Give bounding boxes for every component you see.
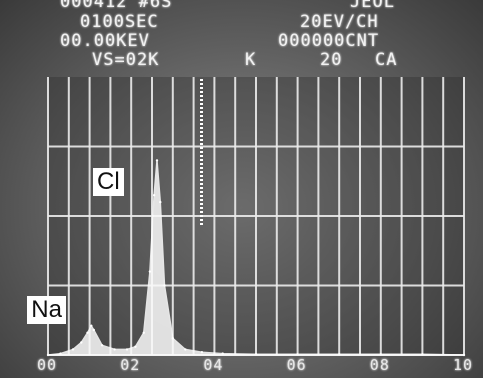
spectrum-point [171,337,174,340]
header-cursor-energy: 00.00KEV [60,31,150,51]
spectrum-point [254,353,258,356]
header-line-family: K [245,50,257,70]
header-atomic-number: 20 [320,50,343,70]
spectrum-point [155,159,159,162]
spectrum-area [47,160,465,356]
spectrum-point [92,328,96,332]
header-channel-width: 20EV/CH [300,12,379,32]
spectrum-point [113,348,116,351]
spectrum-point [80,341,83,344]
spectrum-point [200,351,204,354]
header-counts: 000000CNT [278,31,380,51]
spectrum-point [163,284,166,287]
x-tick-label: 08 [369,356,390,374]
x-tick-label: 10 [453,356,474,374]
peak-label: Cl [92,168,124,196]
spectrum-point [421,353,424,356]
spectrum-series [46,159,466,357]
spectrum-point [148,270,152,273]
spectrum-point [86,331,89,334]
header-vertical-scale: VS=02K [92,50,160,70]
header-element-symbol: CA [375,50,398,70]
spectrum-point [338,353,341,356]
header-brand: JEOL [350,0,395,12]
x-tick-label: 06 [286,356,307,374]
spectrum-point [134,345,137,348]
spectrum-point [71,348,75,351]
spectrum-point [184,348,187,351]
spectrum-point [142,331,145,334]
spectrum-point [125,348,129,351]
spectrum-point [462,353,466,357]
x-tick-label: 02 [120,356,141,374]
spectrum-point [152,194,156,197]
spectrum-point [100,344,104,347]
spectrum-point [296,353,299,356]
x-tick-label: 04 [203,356,224,374]
spectrum-point [90,324,93,327]
spectrum-point [46,353,50,357]
x-tick-label: 00 [37,356,58,374]
plot-grid [47,77,465,356]
spectrum-point [159,200,162,204]
peak-label: Na [27,296,66,324]
spectrum-point [59,352,62,355]
spectrum-point [221,352,224,355]
header-live-time: 0100SEC [80,12,159,32]
spectrum-point [379,353,382,356]
header-run-info: 000412 #6S [60,0,173,12]
